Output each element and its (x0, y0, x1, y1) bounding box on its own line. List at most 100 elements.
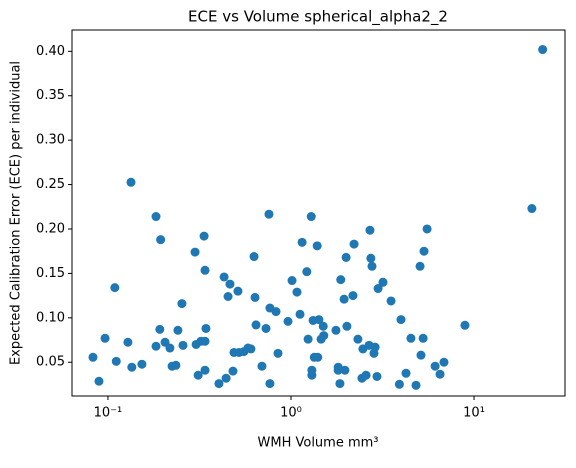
chart-title: ECE vs Volume spherical_alpha2_2 (188, 8, 448, 27)
point (386, 296, 396, 306)
point (225, 279, 235, 289)
point (88, 352, 98, 362)
point (251, 320, 261, 330)
point (127, 362, 137, 372)
point (335, 379, 345, 389)
point (460, 320, 470, 330)
point (257, 361, 267, 371)
point (264, 209, 274, 219)
x-tick-label: 10⁻¹ (94, 406, 123, 421)
point (361, 370, 371, 380)
point (336, 275, 346, 285)
point (137, 359, 147, 369)
point (200, 265, 210, 275)
y-tick-label: 0.25 (36, 177, 65, 192)
point (313, 352, 323, 362)
point (348, 291, 358, 301)
point (171, 360, 181, 370)
point (342, 321, 352, 331)
point (302, 267, 312, 277)
point (200, 365, 210, 375)
point (273, 348, 283, 358)
point (339, 294, 349, 304)
point (418, 333, 428, 343)
point (318, 321, 328, 331)
x-tick-label: 10⁰ (280, 406, 302, 421)
point (165, 343, 175, 353)
point (250, 292, 260, 302)
y-tick-label: 0.05 (36, 355, 65, 370)
point (190, 247, 200, 257)
point (228, 366, 238, 376)
point (406, 333, 416, 343)
point (94, 376, 104, 386)
y-tick-label: 0.30 (36, 133, 65, 148)
point (297, 237, 307, 247)
point (415, 261, 425, 271)
point (233, 286, 243, 296)
point (199, 231, 209, 241)
point (333, 365, 343, 375)
point (314, 315, 324, 325)
point (201, 323, 211, 333)
point (156, 235, 166, 245)
point (340, 365, 350, 375)
point (419, 246, 429, 256)
point (223, 292, 233, 302)
point (200, 336, 210, 346)
point (331, 325, 341, 335)
point (396, 315, 406, 325)
y-tick-label: 0.10 (36, 310, 65, 325)
point (151, 341, 161, 351)
point (295, 309, 305, 319)
y-tick-label: 0.20 (36, 221, 65, 236)
point (349, 239, 359, 249)
point (265, 379, 275, 389)
point (173, 325, 183, 335)
point (527, 204, 537, 214)
point (366, 253, 376, 263)
point (367, 261, 377, 271)
point (378, 277, 388, 287)
point (312, 241, 322, 251)
plot-frame (71, 29, 566, 397)
point (365, 225, 375, 235)
point (319, 331, 329, 341)
point (193, 370, 203, 380)
point (283, 316, 293, 326)
point (126, 177, 136, 187)
y-tick-label: 0.15 (36, 266, 65, 281)
point (292, 287, 302, 297)
point (394, 379, 404, 389)
point (303, 334, 313, 344)
point (221, 373, 231, 383)
x-tick-label: 10¹ (463, 406, 485, 421)
point (178, 340, 188, 350)
point (372, 371, 382, 381)
point (373, 284, 383, 294)
point (538, 45, 548, 55)
point (123, 337, 133, 347)
point (100, 333, 110, 343)
point (353, 334, 363, 344)
point (271, 307, 281, 317)
point (422, 224, 432, 234)
point (111, 356, 121, 366)
point (155, 324, 165, 334)
point (416, 350, 426, 360)
point (151, 212, 161, 222)
point (401, 368, 411, 378)
x-axis-label: WMH Volume mm³ (258, 436, 379, 451)
point (306, 212, 316, 222)
point (261, 323, 271, 333)
point (307, 365, 317, 375)
point (411, 380, 421, 390)
y-axis-label: Expected Calibration Error (ECE) per ind… (9, 61, 24, 365)
point (219, 272, 229, 282)
point (341, 252, 351, 262)
y-tick-label: 0.40 (36, 44, 65, 59)
point (177, 299, 187, 309)
point (214, 379, 224, 389)
point (246, 344, 256, 354)
